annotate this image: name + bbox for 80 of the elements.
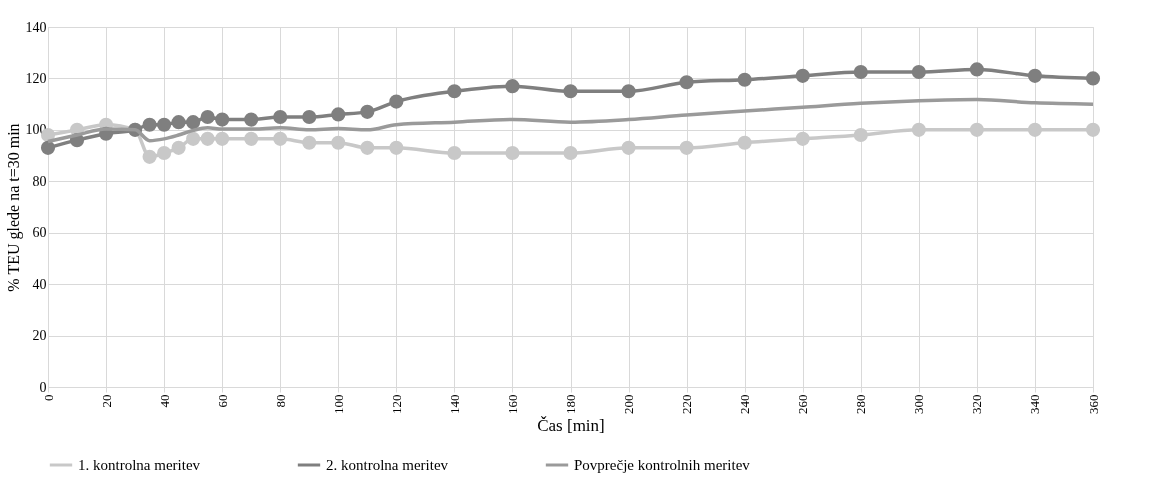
point: [171, 115, 186, 130]
x-tick-label: 340: [1027, 394, 1043, 414]
point: [679, 75, 694, 90]
point: [302, 135, 317, 150]
y-tick-label: 20: [32, 328, 47, 344]
point: [215, 112, 230, 127]
y-axis-title: % TEU glede na t=30 min: [4, 123, 23, 292]
point: [200, 131, 215, 146]
point: [795, 68, 810, 83]
point: [1085, 71, 1101, 86]
point: [853, 64, 868, 80]
x-tick-label: 40: [156, 394, 172, 408]
point: [186, 131, 201, 146]
y-tick-label: 40: [32, 276, 47, 292]
point: [679, 140, 694, 155]
point: [360, 140, 375, 155]
x-tick-label: 140: [446, 394, 462, 414]
x-tick-label: 160: [504, 394, 520, 414]
point: [447, 145, 462, 161]
point: [389, 94, 404, 109]
point: [157, 117, 172, 132]
y-tick-label: 140: [25, 19, 47, 35]
point: [505, 79, 520, 94]
legend-label: 1. kontrolna meritev: [78, 457, 201, 473]
x-tick-label: 280: [853, 394, 869, 414]
point: [621, 140, 636, 155]
point: [302, 109, 317, 125]
point: [563, 145, 578, 161]
y-tick-label: 80: [32, 173, 47, 189]
x-tick-label: 200: [621, 394, 637, 414]
point: [563, 84, 578, 99]
x-tick-label: 20: [98, 394, 114, 408]
point: [505, 145, 520, 161]
x-tick-label: 80: [272, 394, 288, 408]
legend-label: Povprečje kontrolnih meritev: [574, 457, 751, 473]
legend-label: 2. kontrolna meritev: [326, 457, 449, 473]
point: [911, 64, 926, 80]
point: [244, 112, 259, 127]
point: [186, 115, 201, 130]
point: [200, 109, 215, 125]
point: [1027, 68, 1043, 83]
point: [331, 107, 346, 122]
point: [1027, 122, 1043, 137]
point: [795, 131, 810, 146]
y-tick-label: 60: [32, 225, 47, 241]
x-tick-label: 300: [911, 394, 927, 414]
point: [969, 62, 984, 77]
point: [142, 117, 157, 132]
x-tick-label: 360: [1085, 394, 1101, 414]
x-tick-label: 240: [737, 394, 753, 414]
point: [389, 140, 404, 155]
x-tick-label: 120: [388, 394, 404, 414]
x-tick-label: 320: [969, 394, 985, 414]
point: [911, 122, 926, 137]
x-axis-title: Čas [min]: [537, 416, 605, 435]
point: [142, 149, 157, 164]
point: [273, 109, 288, 125]
y-tick-label: 120: [25, 70, 47, 86]
point: [1085, 122, 1101, 137]
x-tick-label: 260: [795, 394, 811, 414]
point: [273, 131, 288, 146]
x-tick-label: 220: [679, 394, 695, 414]
point: [171, 140, 186, 155]
point: [621, 84, 636, 99]
point: [447, 84, 462, 99]
point: [157, 145, 172, 161]
point: [853, 127, 868, 143]
y-tick-label: 0: [39, 379, 47, 395]
point: [244, 131, 259, 146]
x-tick-label: 100: [330, 394, 346, 414]
point: [360, 104, 375, 119]
x-tick-label: 60: [214, 394, 230, 408]
point: [737, 72, 752, 87]
point: [40, 140, 56, 155]
point: [215, 131, 230, 146]
x-tick-label: 0: [40, 394, 56, 401]
x-tick-label: 180: [563, 394, 578, 414]
point: [969, 122, 984, 137]
point: [737, 135, 752, 150]
point: [331, 135, 346, 150]
